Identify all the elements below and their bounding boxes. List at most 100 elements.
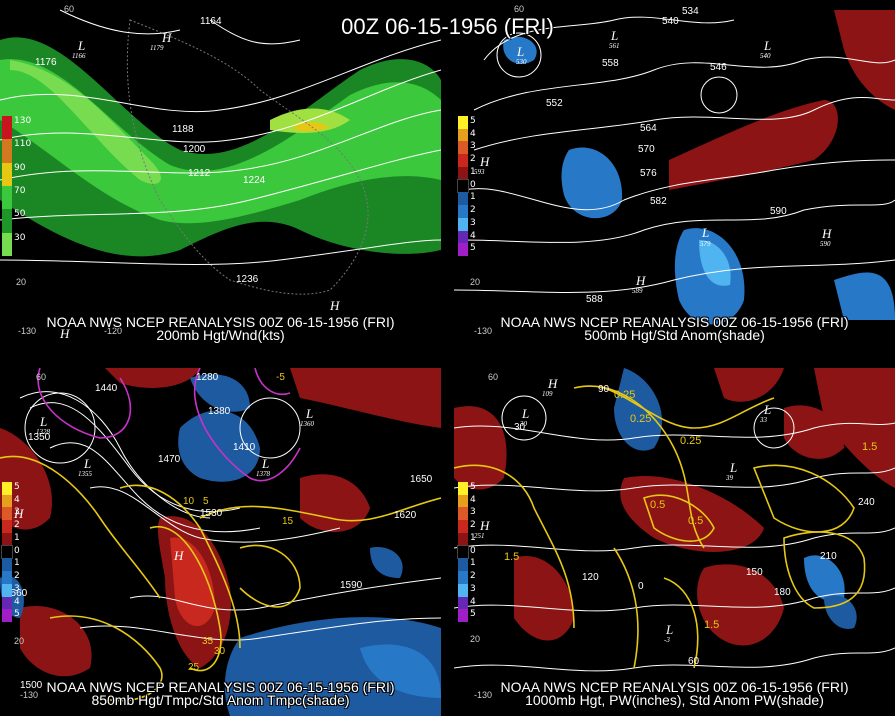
- temp-label: 35: [202, 636, 214, 647]
- contour-label: 534: [682, 6, 699, 17]
- pw-label: 0.5: [688, 515, 703, 527]
- legend-swatch: [2, 116, 12, 140]
- contour-label: 564: [640, 123, 657, 134]
- product-850mb: 850mb Hgt/Tmpc/Std Anom Tmpc(shade): [91, 692, 350, 708]
- legend-swatch: [458, 507, 468, 521]
- legend-swatch: [458, 494, 468, 508]
- credit-850mb: NOAA NWS NCEP REANALYSIS 00Z 06-15-1956 …: [46, 679, 395, 695]
- contour-label: 150: [746, 567, 763, 578]
- lat-label: 60: [488, 372, 498, 382]
- legend-swatch: [2, 494, 12, 508]
- contour-label: 1164: [200, 16, 222, 27]
- legend-swatch: [458, 609, 468, 622]
- temp-label: 25: [188, 662, 200, 673]
- lon-label: -130: [474, 690, 492, 700]
- legend-label: 1: [470, 558, 476, 569]
- center-symbol: H: [479, 518, 490, 533]
- legend-label: 110: [14, 139, 32, 150]
- legend-swatch: [458, 192, 468, 206]
- product-1000mb: 1000mb Hgt, PW(inches), Std Anom PW(shad…: [525, 692, 824, 708]
- lon-label: -130: [18, 326, 36, 336]
- legend-swatch: [458, 596, 468, 610]
- legend-label: 0: [14, 545, 20, 556]
- pw-label: 1.5: [504, 551, 519, 563]
- contour-label: 60: [688, 656, 700, 667]
- lon-label: -130: [20, 690, 38, 700]
- legend-swatch: [2, 596, 12, 610]
- center-value: 1360: [300, 420, 315, 428]
- legend-200mb: 130 110 90 70 50 30: [2, 116, 32, 256]
- legend-label: 4: [470, 230, 476, 241]
- center-value: -3: [664, 636, 670, 644]
- center-symbol: H: [59, 326, 70, 341]
- panel-200mb: 1164 1176 1188 1200 1212 1224 1236 L 116…: [0, 0, 441, 348]
- legend-label: 4: [14, 596, 20, 607]
- contour-label: 240: [858, 497, 875, 508]
- center-value: 1378: [256, 470, 271, 478]
- center-symbol: L: [701, 225, 709, 240]
- pw-label: 0.25: [680, 435, 701, 447]
- legend-label: 70: [14, 186, 26, 196]
- contour-label: 576: [640, 168, 657, 179]
- center-symbol: H: [479, 154, 490, 169]
- legend-label: 0: [470, 545, 476, 556]
- contour-label: 1188: [172, 124, 194, 135]
- legend-swatch: [2, 520, 12, 533]
- legend-label: 4: [470, 128, 476, 139]
- center-value: 540: [760, 52, 771, 60]
- lat-label: 20: [16, 277, 26, 287]
- center-symbol: H: [173, 548, 184, 563]
- map-850mb: 1280 1350 1380 1410 1440 1470 1530 1560 …: [0, 368, 441, 716]
- contour-label: 1380: [208, 406, 231, 417]
- legend-label: 2: [14, 520, 20, 531]
- lon-label: -120: [104, 326, 122, 336]
- pw-label: 1.5: [704, 619, 719, 631]
- center-value: 590: [820, 240, 831, 248]
- legend-swatch: [2, 609, 12, 622]
- panel-1000mb: 0 30 60 90 120 150 180 210 240 0.25 0.25…: [454, 368, 895, 716]
- contour-label: 1280: [196, 372, 219, 383]
- legend-swatch: [2, 571, 12, 584]
- legend-label: 3: [470, 583, 476, 594]
- center-value: 530: [516, 58, 527, 66]
- center-symbol: L: [763, 38, 771, 53]
- legend-swatch: [2, 139, 12, 163]
- temp-label: 30: [214, 646, 226, 657]
- pw-label: 0.25: [614, 389, 635, 401]
- lat-label: 20: [470, 634, 480, 644]
- legend-label: 1: [14, 532, 20, 543]
- legend-label: 4: [470, 596, 476, 607]
- legend-swatch: [458, 230, 468, 244]
- panel-850mb: 1280 1350 1380 1410 1440 1470 1530 1560 …: [0, 368, 441, 716]
- contour-label: 588: [586, 294, 603, 305]
- legend-label: 2: [470, 154, 476, 165]
- contour-label: 1440: [95, 383, 118, 394]
- legend-label: 90: [14, 162, 26, 173]
- center-value: 593: [474, 168, 485, 176]
- legend-label: 1: [470, 192, 476, 203]
- lat-label: 60: [64, 4, 74, 14]
- contour-label: 1200: [183, 144, 206, 155]
- legend-label: 5: [470, 482, 476, 492]
- pw-label: 0.25: [630, 413, 651, 425]
- legend-swatch: [458, 243, 468, 256]
- legend-swatch: [458, 166, 468, 180]
- legend-label: 5: [470, 609, 476, 620]
- contour-label: 180: [774, 587, 791, 598]
- legend-swatch: [2, 232, 12, 256]
- center-symbol: L: [516, 44, 524, 59]
- legend-label: 2: [14, 571, 20, 582]
- product-200mb: 200mb Hgt/Wnd(kts): [156, 327, 285, 343]
- legend-swatch: [2, 532, 12, 546]
- center-value: 579: [700, 240, 711, 248]
- contour-label: 120: [582, 572, 599, 583]
- lat-label: 20: [470, 277, 480, 287]
- credit-500mb: NOAA NWS NCEP REANALYSIS 00Z 06-15-1956 …: [500, 314, 849, 330]
- legend-swatch: [458, 583, 468, 597]
- contour-label: 546: [710, 62, 727, 73]
- center-value: 30: [519, 420, 528, 428]
- contour-label: 552: [546, 98, 563, 109]
- contour-label: 570: [638, 144, 655, 155]
